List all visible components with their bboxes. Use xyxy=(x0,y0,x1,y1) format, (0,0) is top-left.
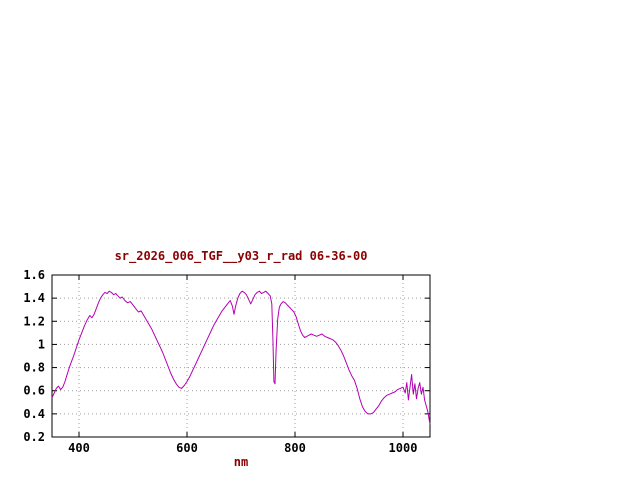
x-tick-label: 800 xyxy=(284,441,306,455)
plot-border xyxy=(51,274,431,438)
x-tick-label: 1000 xyxy=(389,441,418,455)
x-tick-label: 600 xyxy=(176,441,198,455)
y-tick-label: 1.6 xyxy=(23,268,45,282)
y-tick-label: 0.8 xyxy=(23,361,45,375)
y-tick-label: 0.4 xyxy=(23,407,45,421)
y-tick-label: 1.2 xyxy=(23,314,45,328)
x-tick-label: 400 xyxy=(68,441,90,455)
y-tick-label: 1 xyxy=(38,337,45,351)
x-axis-label: nm xyxy=(233,455,249,469)
y-tick-label: 1.4 xyxy=(23,291,45,305)
chart-title: sr_2026_006_TGF__y03_r_rad 06-36-00 xyxy=(114,249,368,263)
y-tick-label: 0.2 xyxy=(23,430,45,444)
spectrum-line xyxy=(51,290,431,425)
y-tick-label: 0.6 xyxy=(23,384,45,398)
